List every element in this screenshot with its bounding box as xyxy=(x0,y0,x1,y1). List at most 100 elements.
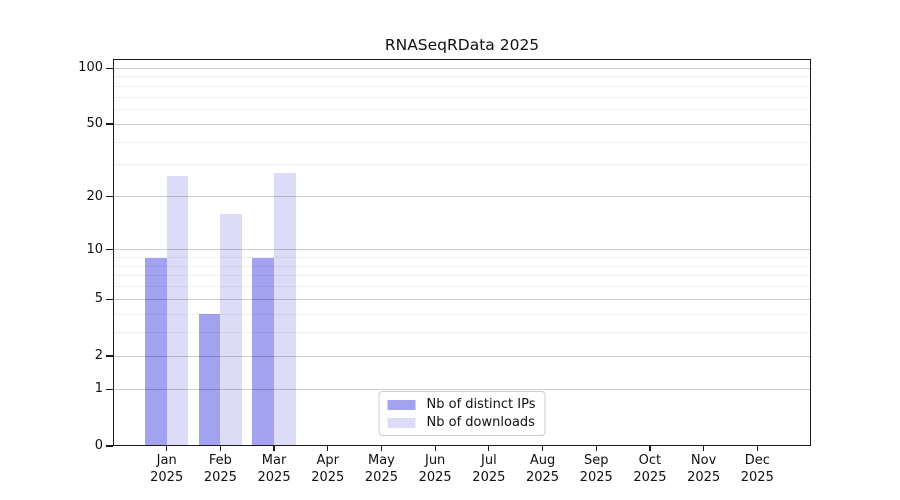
x-tick-month: Jun xyxy=(424,453,446,468)
gridline-y-5 xyxy=(113,298,811,300)
bar-distinct-ips-feb xyxy=(198,314,221,446)
gridline-y-6 xyxy=(113,286,811,288)
x-tick-label-mar: Mar 2025 xyxy=(244,452,304,486)
x-tick-month: Apr xyxy=(316,453,340,468)
chart-title: RNASeqRData 2025 xyxy=(384,36,540,54)
x-tick-mark-oct xyxy=(649,446,651,451)
bar-distinct-ips-mar xyxy=(252,257,275,446)
x-tick-label-aug: Aug 2025 xyxy=(513,452,573,486)
x-tick-mark-sep xyxy=(595,446,597,451)
gridline-y-4 xyxy=(113,313,811,315)
x-tick-label-apr: Apr 2025 xyxy=(298,452,358,486)
y-tick-label-10: 10 xyxy=(86,241,103,257)
x-tick-year: 2025 xyxy=(740,470,774,485)
legend-label-downloads: Nb of downloads xyxy=(426,415,535,430)
legend: Nb of distinct IPs Nb of downloads xyxy=(378,391,546,436)
x-tick-mark-apr xyxy=(327,446,329,451)
x-tick-year: 2025 xyxy=(257,470,291,485)
x-tick-year: 2025 xyxy=(311,470,345,485)
y-tick-label-0: 0 xyxy=(94,438,103,453)
x-tick-label-sep: Sep 2025 xyxy=(566,452,626,486)
x-tick-label-oct: Oct 2025 xyxy=(620,452,680,486)
y-tick-label-1: 1 xyxy=(94,381,103,397)
gridline-y-3 xyxy=(113,332,811,334)
x-tick-month: Mar xyxy=(261,453,287,468)
plot-area: Nb of distinct IPs Nb of downloads xyxy=(113,59,811,446)
x-tick-month: Jul xyxy=(481,453,497,468)
x-tick-mark-jul xyxy=(488,446,490,451)
y-tick-label-50: 50 xyxy=(86,116,103,132)
x-tick-mark-mar xyxy=(273,446,275,451)
y-tick-mark-0 xyxy=(106,445,113,447)
gridline-y-70 xyxy=(113,96,811,98)
y-tick-mark-2 xyxy=(106,355,113,357)
gridline-y-20 xyxy=(113,196,811,198)
gridline-y-50 xyxy=(113,123,811,125)
y-tick-label-20: 20 xyxy=(86,188,103,204)
x-tick-mark-nov xyxy=(702,446,705,451)
y-tick-label-100: 100 xyxy=(78,60,103,76)
x-tick-year: 2025 xyxy=(364,470,398,485)
x-tick-year: 2025 xyxy=(472,470,506,485)
x-tick-month: May xyxy=(368,453,395,468)
x-tick-label-feb: Feb 2025 xyxy=(190,452,250,486)
gridline-y-10 xyxy=(113,249,811,251)
x-tick-year: 2025 xyxy=(203,470,237,485)
gridline-y-8 xyxy=(113,265,811,267)
x-tick-year: 2025 xyxy=(633,470,667,485)
x-tick-year: 2025 xyxy=(687,470,721,485)
x-tick-month: Dec xyxy=(744,453,770,468)
y-tick-label-5: 5 xyxy=(94,291,103,307)
x-tick-mark-jun xyxy=(434,446,436,451)
x-tick-label-dec: Dec 2025 xyxy=(727,452,787,486)
x-tick-year: 2025 xyxy=(418,470,452,485)
x-tick-month: Feb xyxy=(208,453,232,468)
x-tick-year: 2025 xyxy=(525,470,560,485)
x-tick-label-jan: Jan 2025 xyxy=(137,452,197,486)
gridline-y-2 xyxy=(113,355,811,357)
x-tick-month: Sep xyxy=(583,453,609,468)
gridline-y-80 xyxy=(113,85,811,87)
x-tick-mark-jan xyxy=(166,446,168,451)
bars-layer xyxy=(113,59,811,446)
y-tick-mark-5 xyxy=(106,298,113,300)
x-tick-year: 2025 xyxy=(579,470,613,485)
gridline-y-60 xyxy=(113,108,811,110)
x-tick-label-jun: Jun 2025 xyxy=(405,452,465,486)
x-tick-month: Aug xyxy=(529,453,556,468)
bar-downloads-feb xyxy=(220,214,242,446)
gridline-y-7 xyxy=(113,275,811,277)
bar-distinct-ips-jan xyxy=(145,257,167,446)
x-tick-label-may: May 2025 xyxy=(351,452,411,486)
legend-item-distinct-ips: Nb of distinct IPs xyxy=(387,397,536,412)
y-tick-mark-1 xyxy=(106,388,113,390)
y-tick-mark-10 xyxy=(106,249,113,251)
gridline-y-100 xyxy=(113,67,811,69)
legend-swatch-distinct-ips xyxy=(387,399,416,410)
grid-layer xyxy=(113,59,811,446)
gridline-y-40 xyxy=(113,141,811,143)
x-tick-label-jul: Jul 2025 xyxy=(459,452,519,486)
y-tick-mark-20 xyxy=(106,196,113,198)
x-tick-mark-aug xyxy=(541,446,544,451)
legend-item-downloads: Nb of downloads xyxy=(387,415,536,430)
x-tick-mark-feb xyxy=(219,446,222,451)
bar-downloads-jan xyxy=(166,176,189,446)
x-tick-mark-may xyxy=(380,446,383,451)
legend-label-distinct-ips: Nb of distinct IPs xyxy=(426,397,536,412)
gridline-y-9 xyxy=(113,257,811,259)
y-tick-label-2: 2 xyxy=(94,348,103,364)
x-tick-mark-dec xyxy=(756,446,758,451)
x-tick-month: Oct xyxy=(638,453,662,468)
bar-downloads-mar xyxy=(274,173,296,446)
y-tick-mark-100 xyxy=(106,67,113,69)
gridline-y-90 xyxy=(113,76,811,78)
x-tick-year: 2025 xyxy=(150,470,184,485)
gridline-y-1 xyxy=(113,388,811,390)
x-tick-month: Jan xyxy=(156,453,177,468)
legend-swatch-downloads xyxy=(387,417,416,428)
gridline-y-30 xyxy=(113,164,811,166)
x-tick-label-nov: Nov 2025 xyxy=(674,452,734,486)
x-tick-month: Nov xyxy=(690,453,717,468)
